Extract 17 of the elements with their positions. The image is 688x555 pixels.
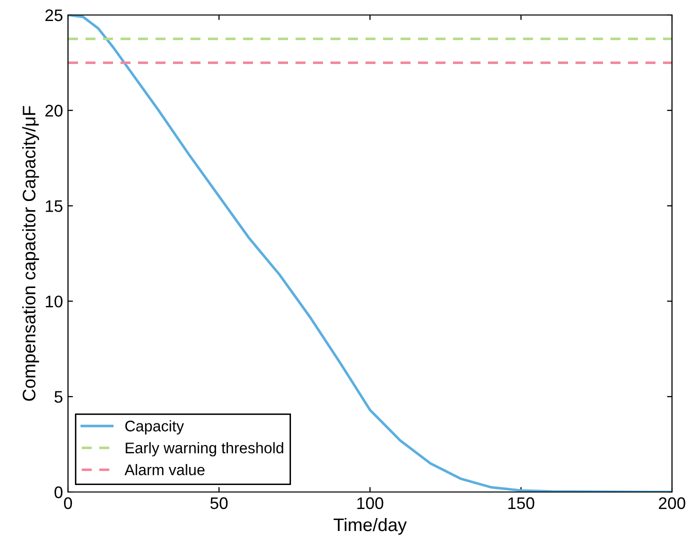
y-tick-label: 25: [45, 9, 62, 22]
y-tick-label: 5: [54, 391, 62, 403]
x-tick-label: 150: [508, 497, 534, 510]
y-axis-title: Compensation capacitor Capacity/μF: [22, 106, 40, 401]
y-tick-label: 10: [46, 296, 62, 308]
legend-label: Alarm value: [124, 464, 205, 476]
legend-label: Early warning threshold: [126, 442, 284, 456]
y-tick-label: 15: [46, 200, 62, 212]
x-axis-title: Time/day: [334, 518, 407, 535]
y-tick-label: 0: [54, 486, 62, 498]
y-tick-label: 20: [45, 104, 62, 117]
x-tick-label: 100: [357, 497, 384, 510]
x-tick-label: 200: [658, 497, 686, 510]
legend-label: Capacity: [125, 420, 184, 434]
x-tick-label: 50: [210, 497, 228, 510]
x-tick-label: 0: [64, 497, 72, 510]
line-series: [68, 15, 672, 492]
